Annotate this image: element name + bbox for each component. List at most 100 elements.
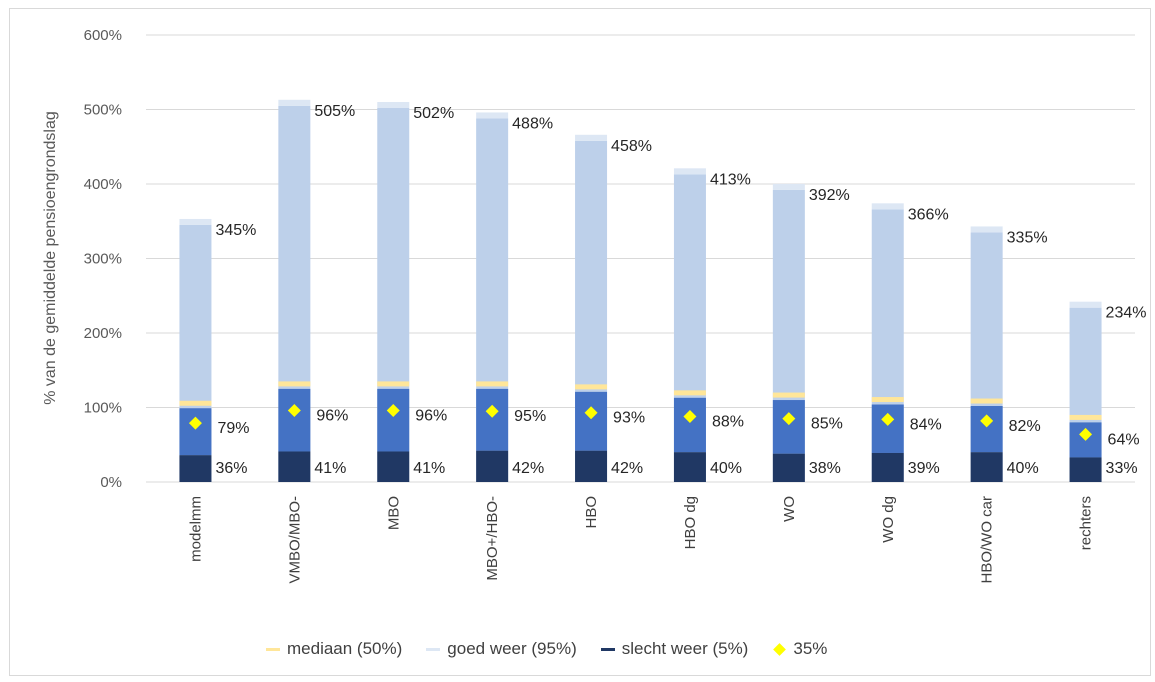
data-labels: 345% 79% 36% 505% 96% 41% 502% 96% 41% 488% 95% 42%… [215,103,1146,477]
y-tick-label: 100% [84,400,122,417]
point-35 [1079,427,1093,441]
category-label: MBO [385,496,402,530]
label-goed-weer: 502% [413,105,454,122]
bar-middle [970,406,1003,453]
bar-slecht-weer [871,452,904,482]
legend: mediaan (50%) goed weer (95%) slecht wee… [266,636,851,662]
bar-middle [179,408,212,456]
legend-label-goed: goed weer (95%) [447,639,577,658]
label-35: 82% [1009,418,1041,435]
label-slecht-weer: 40% [710,460,742,477]
category-label: WO [781,496,798,522]
bar-mediaan [278,381,311,387]
legend-label-point: 35% [793,639,828,658]
label-slecht-weer: 42% [611,460,643,477]
bar-goed-weer-cap [1069,301,1102,308]
legend-label-mediaan: mediaan (50%) [287,639,403,658]
bar-mediaan [772,392,805,398]
bar-middle [673,397,706,453]
category-label: VMBO/MBO- [286,496,303,584]
label-goed-weer: 345% [215,222,256,239]
bar-mediaan [575,384,608,390]
bar-mediaan [871,397,904,403]
label-slecht-weer: 41% [314,460,346,477]
label-goed-weer: 488% [512,115,553,132]
legend-key-diamond [773,642,787,656]
category-label: rechters [1078,496,1095,550]
y-tick-label: 200% [84,325,122,342]
label-35: 85% [811,416,843,433]
y-axis-label: % van de gemiddelde pensioengrondslag [42,111,59,405]
legend-item-mediaan: mediaan (50%) [266,639,402,659]
category-label: WO dg [880,496,897,543]
label-35: 93% [613,410,645,427]
bar-mediaan [673,390,706,396]
label-35: 64% [1108,431,1140,448]
bar-middle [575,391,608,451]
bar-slecht-weer [970,452,1003,482]
label-35: 88% [712,413,744,430]
gridlines [146,34,1135,483]
bar-goed-weer-cap [871,203,904,210]
label-goed-weer: 505% [314,103,355,120]
label-goed-weer: 335% [1007,229,1048,246]
label-slecht-weer: 33% [1106,460,1138,477]
bar-slecht-weer [772,453,805,482]
label-goed-weer: 234% [1106,305,1147,322]
point-35 [881,412,895,426]
bar-mediaan [970,398,1003,404]
label-35: 96% [415,407,447,424]
bar-middle [377,388,410,452]
label-35: 96% [316,407,348,424]
legend-item-slecht: slecht weer (5%) [600,639,749,659]
bar-goed-weer-cap [575,134,608,141]
y-tick-label: 300% [84,251,122,268]
bar-middle [278,388,311,452]
legend-label-slecht: slecht weer (5%) [621,639,749,658]
y-tick-label: 500% [84,102,122,119]
category-label: HBO [583,496,600,529]
point-35 [188,416,202,430]
category-label: MBO+/HBO- [484,496,501,581]
point-35 [980,414,994,428]
bar-middle [772,400,805,454]
bar-mediaan [476,381,509,387]
label-slecht-weer: 40% [1007,460,1039,477]
point-35 [782,412,796,426]
label-slecht-weer: 39% [908,460,940,477]
point-35 [683,409,697,423]
bar-goed-weer-cap [970,226,1003,233]
label-slecht-weer: 38% [809,460,841,477]
bar-mediaan [1069,414,1102,420]
point-35 [386,403,400,417]
legend-item-point: 35% [772,639,827,659]
bar-slecht-weer [673,452,706,482]
bar-slecht-weer [278,451,311,482]
bar-slecht-weer [476,450,509,482]
legend-key-slecht [600,647,615,651]
label-35: 84% [910,416,942,433]
bar-goed-weer-cap [476,112,509,119]
label-goed-weer: 413% [710,171,751,188]
label-35: 95% [514,408,546,425]
y-tick-label: 400% [84,176,122,193]
category-label: HBO dg [682,496,699,549]
label-slecht-weer: 41% [413,460,445,477]
bar-goed-weer-cap [278,99,311,106]
y-tick-label: 0% [100,474,122,491]
category-label: modelmm [187,496,204,562]
bar-slecht-weer [1069,457,1102,482]
legend-item-goed: goed weer (95%) [426,639,577,659]
bar-slecht-weer [377,451,410,482]
bar-mediaan [377,381,410,387]
category-labels: modelmm VMBO/MBO- MBO MBO+/HBO- HBO HBO dg WO W… [187,496,1094,584]
point-35 [584,406,598,420]
point-35 [485,404,499,418]
point-35 [287,403,301,417]
label-slecht-weer: 36% [215,460,247,477]
bar-goed-weer-cap [377,102,410,109]
label-slecht-weer: 42% [512,460,544,477]
bar-goed-weer-cap [179,218,212,225]
bar-mediaan [179,400,212,406]
